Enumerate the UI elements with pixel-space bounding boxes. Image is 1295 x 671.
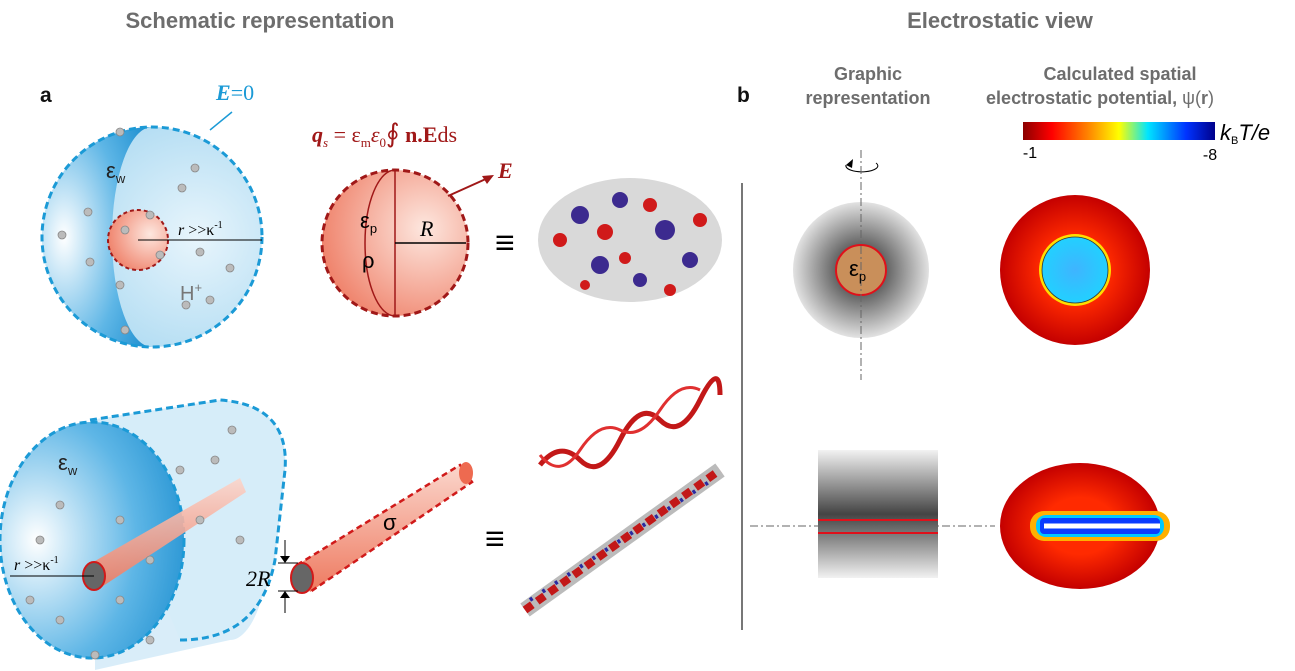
solvent-cylinder: [0, 400, 285, 670]
potential-sphere: [1000, 195, 1150, 345]
particle-sphere: [322, 170, 494, 316]
solvent-sphere: [42, 112, 262, 347]
protein: [538, 178, 722, 302]
field-zero: E=0: [215, 80, 254, 105]
text-part: B: [1231, 135, 1238, 147]
dna: [525, 379, 720, 610]
text-part: -1: [50, 555, 58, 566]
graphic-title: Graphic representation: [805, 64, 930, 108]
text-part: w: [67, 463, 78, 478]
text-part: +: [194, 280, 202, 295]
charge-equation: qs = εmε0∮ n.Eds: [312, 119, 457, 150]
field-vector: E: [497, 158, 513, 183]
text-part: electrostatic potential,: [986, 88, 1182, 108]
graphic-sphere: [793, 150, 929, 380]
text-part: E: [215, 80, 231, 105]
header: Electrostatic view: [907, 8, 1094, 33]
panel-label: a: [40, 84, 52, 107]
text-part: H: [180, 283, 194, 305]
text-part: T/e: [1238, 120, 1270, 145]
text-part: r: [1201, 88, 1208, 108]
text-part: >>κ: [184, 222, 214, 239]
text-part: Graphic: [834, 64, 902, 84]
text-part: q: [312, 122, 323, 147]
surface-charge: σ: [383, 510, 397, 535]
potential-rod: [1000, 463, 1170, 589]
figure: Schematic representation Electrostatic v…: [0, 0, 1295, 671]
text-part: ): [1208, 88, 1214, 108]
text-part: >>κ: [20, 557, 50, 574]
diameter: 2R: [246, 566, 271, 591]
text-part: ε: [58, 450, 68, 475]
colorbar-label: -8: [1203, 147, 1217, 164]
radius: R: [419, 216, 434, 241]
text-part: n.E: [400, 122, 438, 147]
text-part: ε: [360, 208, 370, 233]
text-part: ε: [106, 158, 116, 183]
text-part: ψ(: [1182, 88, 1201, 108]
text-part: m: [361, 135, 371, 150]
text-part: p: [859, 269, 866, 284]
text-part: ε: [849, 256, 859, 281]
header: Schematic representation: [126, 8, 395, 33]
colorbar-label: -1: [1023, 145, 1037, 162]
text-part: ds: [437, 122, 457, 147]
text-part: -1: [214, 220, 222, 231]
equivalent: ≡: [485, 520, 505, 558]
colorbar-unit: kBT/e: [1220, 120, 1270, 147]
text-part: ε: [371, 122, 380, 147]
text-part: = ε: [328, 122, 361, 147]
density: ρ: [362, 248, 375, 273]
text-part: Calculated spatial: [1043, 64, 1196, 84]
equivalent: ≡: [495, 224, 515, 262]
text-part: p: [370, 221, 377, 236]
rod: [278, 462, 473, 613]
text-part: representation: [805, 88, 930, 108]
text-part: =0: [231, 80, 254, 105]
potential-title: Calculated spatial electrostatic potentia…: [986, 64, 1214, 108]
text-part: ∮: [386, 119, 400, 148]
graphic-rod: [750, 450, 995, 578]
panel-label: b: [737, 84, 750, 107]
colorbar: [1023, 122, 1215, 140]
text-part: w: [115, 171, 126, 186]
